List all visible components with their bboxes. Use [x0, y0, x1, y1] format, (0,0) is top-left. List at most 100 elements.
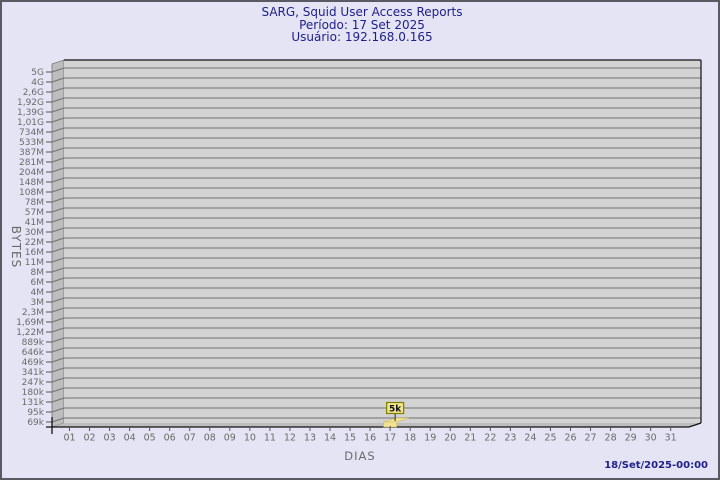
x-tick-label: 24: [524, 433, 536, 444]
gridline-wall-segment: [51, 187, 65, 193]
x-tick-label: 06: [164, 433, 176, 444]
x-tick-label: 23: [504, 433, 516, 444]
y-tick-label: 180k: [22, 388, 45, 398]
y-tick-label: 108M: [19, 188, 44, 198]
x-tick-label: 07: [184, 433, 196, 444]
gridline-wall-segment: [51, 357, 65, 363]
x-tick-label: 02: [83, 433, 95, 444]
annotation-label: 5k: [389, 405, 402, 415]
gridline-wall-segment: [51, 147, 65, 153]
y-tick-label: 148M: [19, 178, 44, 188]
gridline-wall-segment: [51, 177, 65, 183]
y-tick-label: 1,69M: [16, 318, 44, 328]
y-tick-label: 341k: [22, 368, 45, 378]
gridline-wall-segment: [51, 397, 65, 403]
y-tick-label: 889k: [22, 338, 45, 348]
x-tick-label: 19: [424, 433, 436, 444]
gridline-wall-segment: [51, 217, 65, 223]
gridline-wall-segment: [51, 227, 65, 233]
y-tick-label: 11M: [25, 258, 44, 268]
y-tick-label: 281M: [19, 158, 44, 168]
gridline-wall-segment: [51, 367, 65, 373]
x-tick-label: 09: [224, 433, 236, 444]
x-tick-label: 11: [264, 433, 276, 444]
y-tick-label: 57M: [25, 208, 44, 218]
gridline-wall-segment: [51, 137, 65, 143]
y-tick-label: 204M: [19, 168, 44, 178]
gridline-wall-segment: [51, 277, 65, 283]
chart-title: SARG, Squid User Access Reports: [261, 5, 463, 19]
y-tick-label: 6M: [31, 278, 45, 288]
gridline-wall-segment: [51, 157, 65, 163]
x-tick-label: 08: [204, 433, 216, 444]
y-tick-label: 16M: [25, 248, 44, 258]
gridline-wall-segment: [51, 117, 65, 123]
y-tick-label: 4G: [31, 78, 44, 88]
y-tick-label: 533M: [19, 138, 44, 148]
gridline-wall-segment: [51, 167, 65, 173]
x-tick-label: 05: [144, 433, 156, 444]
x-tick-label: 22: [484, 433, 496, 444]
y-tick-label: 247k: [22, 378, 45, 388]
y-tick-label: 5G: [31, 68, 44, 78]
x-tick-label: 03: [104, 433, 116, 444]
y-tick-label: 2,3M: [22, 308, 44, 318]
annotation-box: [386, 401, 405, 415]
y-tick-label: 22M: [25, 238, 44, 248]
gridline-wall-segment: [51, 67, 65, 73]
x-tick-label: 18: [404, 433, 416, 444]
gridline-wall-segment: [51, 407, 65, 413]
gridline-wall-segment: [51, 337, 65, 343]
y-tick-label: 30M: [25, 228, 44, 238]
chart-plot-area: [64, 60, 701, 423]
y-tick-label: 95k: [27, 408, 44, 418]
x-tick-label: 25: [544, 433, 556, 444]
x-tick-label: 26: [564, 433, 576, 444]
gridline-wall-segment: [51, 237, 65, 243]
y-tick-label: 4M: [31, 288, 45, 298]
y-tick-label: 469k: [22, 358, 45, 368]
y-tick-label: 1,22M: [16, 328, 44, 338]
gridline-wall-segment: [51, 207, 65, 213]
y-tick-label: 8M: [31, 268, 45, 278]
x-tick-label: 28: [605, 433, 617, 444]
chart-left-wall: [51, 59, 65, 428]
chart-user-subtitle: Usuário: 192.168.0.165: [291, 30, 433, 44]
gridline-wall-segment: [51, 247, 65, 253]
gridline-wall-segment: [51, 307, 65, 313]
gridline-wall-segment: [51, 97, 65, 103]
y-tick-label: 1,01G: [17, 118, 44, 128]
x-tick-label: 31: [665, 433, 677, 444]
x-tick-label: 12: [284, 433, 296, 444]
gridline-wall-segment: [51, 417, 65, 423]
x-tick-label: 13: [304, 433, 316, 444]
y-tick-label: 69k: [27, 418, 44, 428]
x-axis-line: [46, 422, 702, 428]
chart-title-block: SARG, Squid User Access Reports Período:…: [2, 5, 718, 44]
gridline-wall-segment: [51, 387, 65, 393]
x-tick-label: 20: [444, 433, 456, 444]
x-tick-label: 01: [63, 433, 75, 444]
x-tick-label: 10: [244, 433, 256, 444]
x-tick-label: 15: [344, 433, 356, 444]
y-tick-label: 41M: [25, 218, 44, 228]
y-tick-label: 387M: [19, 148, 44, 158]
y-tick-label: 131k: [22, 398, 45, 408]
gridline-wall-segment: [51, 77, 65, 83]
gridline-wall-segment: [51, 297, 65, 303]
gridline-wall-segment: [51, 267, 65, 273]
y-tick-label: 1,92G: [17, 98, 44, 108]
x-tick-label: 04: [124, 433, 136, 444]
gridline-wall-segment: [51, 377, 65, 383]
y-tick-label: 78M: [25, 198, 44, 208]
y-tick-label: 1,39G: [17, 108, 44, 118]
x-tick-label: 21: [464, 433, 476, 444]
y-tick-label: 2,6G: [23, 88, 44, 98]
gridline-wall-segment: [51, 87, 65, 93]
y-tick-label: 646k: [22, 348, 45, 358]
x-tick-label: 17: [384, 433, 396, 444]
y-tick-label: 3M: [31, 298, 45, 308]
x-tick-label: 27: [584, 433, 596, 444]
